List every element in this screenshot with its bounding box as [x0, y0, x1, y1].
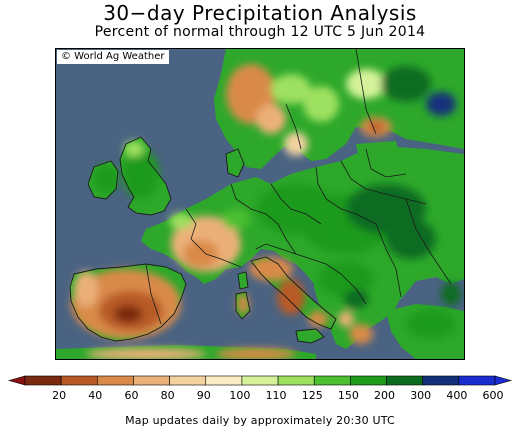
legend-label-300: 300	[410, 389, 431, 402]
legend-swatch-600	[458, 375, 496, 386]
legend-label-150: 150	[338, 389, 359, 402]
legend-label-200: 200	[374, 389, 395, 402]
map-subtitle: Percent of normal through 12 UTC 5 Jun 2…	[94, 24, 426, 40]
legend-swatch-300	[386, 375, 423, 386]
precipitation-map: © World Ag Weather	[55, 48, 465, 360]
legend-label-110: 110	[266, 389, 287, 402]
legend-label-60: 60	[124, 389, 138, 402]
legend-label-600: 600	[483, 389, 504, 402]
country-borders	[145, 49, 452, 325]
map-credit: © World Ag Weather	[57, 50, 169, 64]
color-legend-bar: 20 40 60 80 90 100 110 125 150 200 300 400 600	[7, 375, 513, 402]
legend-high-arrow	[494, 375, 513, 386]
legend-swatch-80	[133, 375, 170, 386]
legend-swatch-90	[169, 375, 207, 386]
update-note: Map updates daily by approximately 20:30…	[125, 414, 395, 427]
legend-swatch-125	[277, 375, 315, 386]
denmark	[226, 149, 244, 177]
legend-label-40: 40	[88, 389, 102, 402]
legend-low-arrow	[7, 375, 26, 386]
color-legend: 20 40 60 80 90 100 110 125 150 200 300 400 600	[0, 372, 520, 412]
coastlines	[69, 136, 337, 344]
sicily	[296, 329, 324, 343]
legend-label-100: 100	[229, 389, 250, 402]
legend-swatch-200	[350, 375, 387, 386]
legend-swatch-400	[422, 375, 460, 386]
legend-label-80: 80	[161, 389, 175, 402]
legend-swatch-20	[24, 375, 62, 386]
legend-swatch-110	[241, 375, 279, 386]
legend-swatch-150	[313, 375, 351, 386]
baltics	[356, 141, 401, 171]
legend-label-20: 20	[52, 389, 66, 402]
legend-swatch-60	[97, 375, 134, 386]
europe-map-graphic	[56, 49, 464, 359]
corsica	[238, 272, 248, 289]
legend-label-400: 400	[446, 389, 467, 402]
legend-label-125: 125	[302, 389, 323, 402]
map-title: 30−day Precipitation Analysis	[103, 1, 417, 25]
legend-swatch-100	[205, 375, 243, 386]
legend-label-90: 90	[197, 389, 211, 402]
legend-swatch-40	[60, 375, 98, 386]
